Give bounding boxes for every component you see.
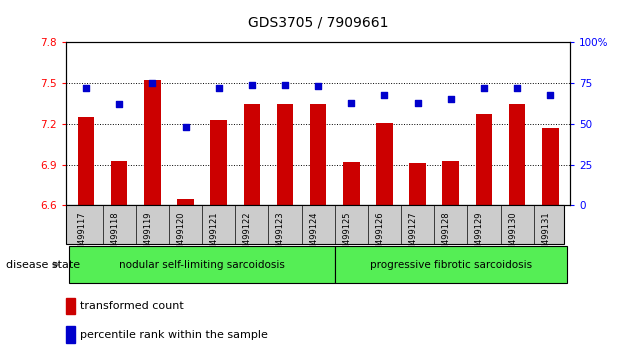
Point xyxy=(114,102,124,107)
Point xyxy=(280,82,290,88)
Text: nodular self-limiting sarcoidosis: nodular self-limiting sarcoidosis xyxy=(119,259,285,270)
Text: GDS3705 / 7909661: GDS3705 / 7909661 xyxy=(248,16,389,30)
Text: GSM499119: GSM499119 xyxy=(144,211,152,262)
Text: GSM499122: GSM499122 xyxy=(243,211,252,262)
Text: GSM499129: GSM499129 xyxy=(475,211,484,262)
Text: GSM499131: GSM499131 xyxy=(541,211,550,262)
Text: GSM499126: GSM499126 xyxy=(375,211,384,262)
Text: GSM499124: GSM499124 xyxy=(309,211,318,262)
Text: GSM499118: GSM499118 xyxy=(110,211,119,262)
Bar xyxy=(376,122,392,205)
Bar xyxy=(77,117,94,205)
Bar xyxy=(66,326,75,343)
Bar xyxy=(335,246,567,283)
Point xyxy=(147,80,158,86)
Bar xyxy=(210,120,227,205)
Point xyxy=(247,82,257,88)
Text: GSM499128: GSM499128 xyxy=(442,211,451,262)
Bar xyxy=(542,128,559,205)
Point xyxy=(313,84,323,89)
Bar xyxy=(111,160,127,205)
Text: transformed count: transformed count xyxy=(80,301,184,311)
Bar xyxy=(442,160,459,205)
Bar xyxy=(343,162,360,205)
Point xyxy=(214,85,224,91)
Bar xyxy=(509,103,525,205)
Text: GSM499130: GSM499130 xyxy=(508,211,517,262)
Text: GSM499127: GSM499127 xyxy=(409,211,418,262)
Point xyxy=(512,85,522,91)
Text: GSM499120: GSM499120 xyxy=(176,211,185,262)
Text: percentile rank within the sample: percentile rank within the sample xyxy=(80,330,268,340)
Text: progressive fibrotic sarcoidosis: progressive fibrotic sarcoidosis xyxy=(370,259,532,270)
Bar xyxy=(476,114,492,205)
Bar xyxy=(144,80,161,205)
Point xyxy=(413,100,423,105)
Point xyxy=(180,124,190,130)
Text: disease state: disease state xyxy=(6,259,81,270)
Bar xyxy=(177,199,194,205)
Point xyxy=(379,92,389,97)
Bar xyxy=(310,103,326,205)
Bar xyxy=(244,103,260,205)
Point xyxy=(446,97,456,102)
Point xyxy=(81,85,91,91)
Text: GSM499117: GSM499117 xyxy=(77,211,86,262)
Text: GSM499123: GSM499123 xyxy=(276,211,285,262)
Point xyxy=(545,92,555,97)
Text: GSM499121: GSM499121 xyxy=(210,211,219,262)
Bar xyxy=(410,163,426,205)
Bar xyxy=(66,297,75,314)
Point xyxy=(346,100,357,105)
Bar xyxy=(277,103,294,205)
Text: GSM499125: GSM499125 xyxy=(342,211,352,262)
Bar xyxy=(69,246,335,283)
Point xyxy=(479,85,489,91)
